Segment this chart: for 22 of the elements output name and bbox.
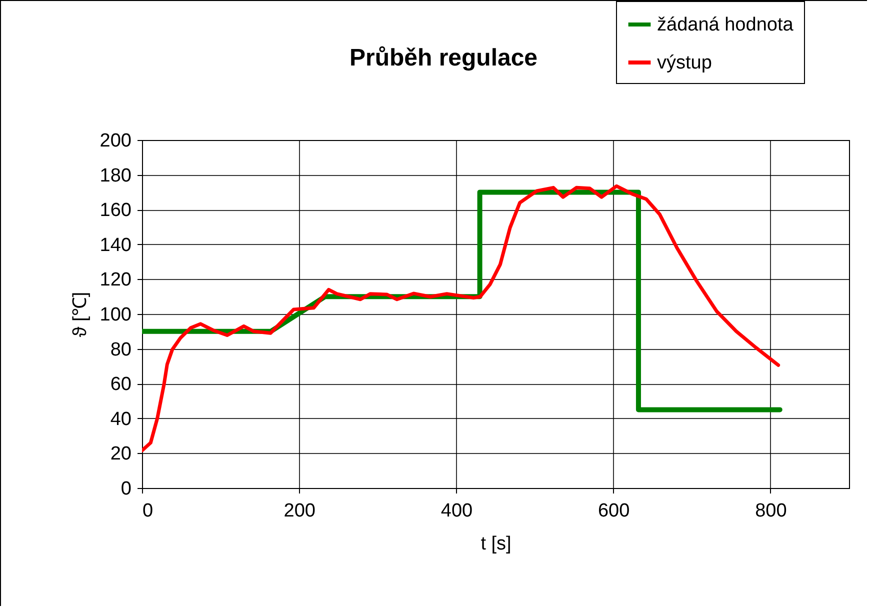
y-tick-label: 100	[100, 304, 132, 326]
y-tick-label: 180	[100, 165, 132, 186]
y-tick-label: 160	[100, 200, 132, 222]
y-tick-label: 80	[110, 339, 132, 360]
chart-title: Průběh regulace	[349, 44, 538, 72]
legend-label: žádaná hodnota	[657, 14, 794, 36]
x-tick-label: 200	[284, 500, 316, 522]
y-tick-label: 20	[110, 444, 132, 465]
x-axis-title: t [s]	[480, 534, 512, 554]
legend-label: výstup	[657, 52, 712, 74]
line-series	[142, 184, 780, 452]
y-tick-label: 140	[100, 234, 132, 256]
x-tick-label: 600	[598, 500, 630, 522]
x-tick-label: 800	[755, 500, 787, 522]
y-axis-title: ϑ [℃]	[70, 292, 91, 338]
x-tick-label: 400	[440, 500, 473, 522]
y-tick-label: 60	[110, 374, 132, 396]
y-tick-label: 0	[120, 478, 132, 500]
x-tick-label: 0	[142, 500, 154, 522]
y-tick-label: 120	[100, 270, 132, 291]
y-tick-label: 200	[100, 130, 132, 152]
y-tick-label: 40	[110, 408, 132, 430]
